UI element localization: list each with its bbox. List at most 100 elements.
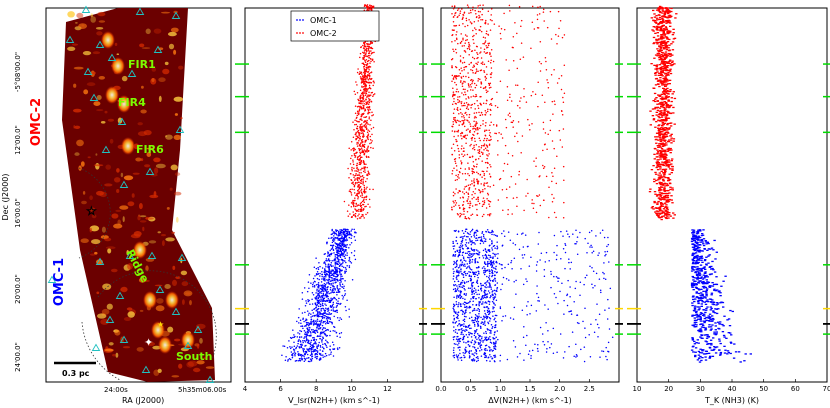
- omc1-point: [337, 267, 339, 270]
- omc1-point: [325, 335, 328, 337]
- omc1-point: [326, 278, 328, 281]
- omc2-point: [362, 144, 364, 146]
- omc2-point: [367, 54, 370, 57]
- emission-clump: [139, 203, 143, 210]
- omc1-point: [603, 236, 606, 239]
- emission-core: [117, 95, 131, 113]
- omc1-point: [527, 353, 530, 355]
- omc2-point: [455, 90, 458, 93]
- omc2-point: [453, 108, 456, 110]
- emission-clump: [205, 366, 215, 369]
- omc1-point: [309, 354, 312, 357]
- omc2-point: [358, 174, 361, 176]
- omc2-point: [472, 29, 474, 32]
- omc1-point: [471, 339, 474, 341]
- omc1-point: [296, 336, 299, 338]
- omc2-point: [362, 129, 364, 131]
- omc2-point: [365, 191, 367, 193]
- omc1-point: [576, 314, 579, 316]
- omc1-point: [329, 244, 332, 247]
- omc1-point: [304, 331, 307, 333]
- omc1-point: [333, 306, 335, 309]
- omc1-point: [294, 360, 297, 362]
- omc2-point: [487, 150, 489, 152]
- omc2-point: [502, 170, 505, 172]
- omc1-point: [462, 333, 464, 336]
- omc1-point: [307, 331, 310, 334]
- omc1-point: [473, 332, 476, 335]
- omc1-point: [476, 282, 479, 285]
- omc1-point: [482, 254, 484, 257]
- omc1-point: [482, 249, 485, 252]
- omc1-point: [326, 288, 329, 291]
- omc1-point: [315, 314, 318, 316]
- omc1-point: [455, 263, 458, 265]
- omc2-point: [470, 22, 473, 25]
- omc1-point: [568, 310, 570, 313]
- omc2-point: [365, 205, 367, 208]
- omc1-point: [493, 337, 496, 340]
- omc1-point: [308, 350, 310, 352]
- omc1-point: [338, 346, 341, 349]
- omc1-point: [473, 242, 475, 244]
- omc2-point: [458, 177, 460, 179]
- omc1-point: [599, 289, 602, 292]
- omc1-point: [461, 286, 464, 289]
- omc1-point: [346, 233, 349, 236]
- omc1-point: [481, 230, 484, 233]
- omc1-point: [485, 356, 487, 359]
- omc2-point: [539, 175, 541, 177]
- omc1-point: [335, 237, 337, 239]
- omc2-point: [473, 144, 475, 147]
- omc1-point: [314, 303, 317, 306]
- x-tick-label: 2.0: [554, 385, 565, 393]
- omc1-point: [311, 355, 314, 357]
- omc1-point: [548, 260, 550, 262]
- emission-clump: [144, 164, 151, 168]
- omc2-point: [479, 96, 481, 98]
- omc1-point: [606, 245, 608, 248]
- omc2-point: [365, 58, 368, 61]
- omc1-point: [467, 336, 469, 338]
- omc2-point: [483, 173, 486, 175]
- omc1-point: [302, 348, 304, 350]
- omc2-point: [358, 191, 361, 193]
- omc1-point: [472, 319, 475, 322]
- omc2-point: [506, 99, 509, 102]
- omc1-point: [456, 324, 459, 327]
- omc1-point: [345, 230, 348, 233]
- omc1-point: [468, 260, 471, 263]
- omc2-point: [483, 213, 485, 216]
- omc2-point: [461, 85, 464, 88]
- omc1-point: [478, 303, 480, 305]
- omc2-point: [551, 193, 553, 196]
- omc2-point: [657, 162, 661, 164]
- omc2-point: [451, 40, 453, 43]
- ra-tick-0: 24:00s: [104, 386, 128, 394]
- omc2-point: [357, 186, 359, 188]
- omc1-point: [475, 350, 478, 353]
- omc1-point: [318, 289, 320, 291]
- omc1-point: [327, 295, 329, 298]
- omc1-point: [489, 284, 491, 286]
- emission-core: [133, 241, 147, 259]
- panel-frame: [440, 7, 620, 383]
- omc2-point: [455, 103, 458, 105]
- omc1-point: [488, 244, 491, 247]
- omc2-point: [459, 81, 462, 83]
- omc1-point: [321, 296, 323, 298]
- omc2-point: [476, 15, 478, 18]
- omc2-point: [467, 119, 469, 122]
- omc1-point: [317, 273, 319, 275]
- omc2-point: [468, 187, 470, 190]
- omc1-point: [523, 326, 525, 328]
- omc1-point: [478, 308, 481, 311]
- omc2-point: [468, 19, 470, 21]
- omc2-point: [462, 208, 465, 211]
- omc1-point: [332, 289, 334, 292]
- omc1-point: [322, 298, 324, 301]
- omc1-point: [507, 263, 510, 266]
- omc2-point: [459, 212, 461, 215]
- omc1-point: [465, 239, 467, 241]
- omc1-point: [477, 307, 479, 310]
